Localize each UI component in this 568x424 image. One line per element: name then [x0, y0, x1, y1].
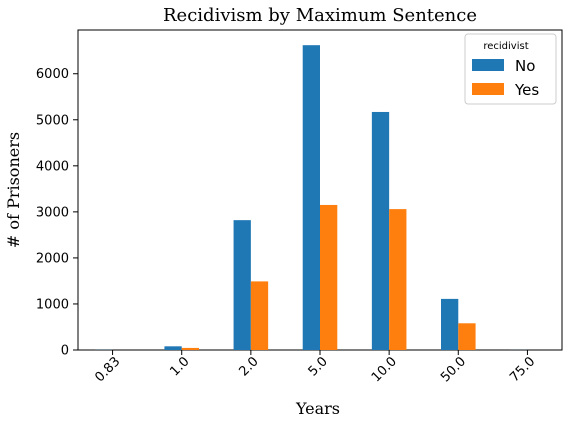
chart-title: Recidivism by Maximum Sentence	[163, 5, 477, 26]
x-axis-ticks: 0.83 1.0 2.0 5.0 10.0 50.0 75.0	[92, 350, 538, 385]
bar-no-50.0	[441, 298, 459, 350]
bar-no-1.0	[164, 346, 182, 350]
y-tick-label: 2000	[36, 251, 69, 266]
x-tick-label: 2.0	[236, 354, 261, 379]
bar-yes-1.0	[181, 347, 199, 350]
bars-group	[95, 45, 528, 351]
y-axis-ticks: 0 1000 2000 3000 4000 5000 6000	[36, 67, 78, 359]
bar-yes-50.0	[458, 323, 476, 350]
y-tick-label: 5000	[36, 113, 69, 128]
x-tick-label: 1.0	[167, 354, 192, 379]
bar-yes-10.0	[389, 209, 407, 350]
y-tick-label: 6000	[36, 67, 69, 82]
x-tick-label: 0.83	[92, 354, 123, 385]
y-tick-label: 1000	[36, 297, 69, 312]
bar-no-5.0	[302, 45, 320, 350]
legend-title: recidivist	[483, 41, 528, 52]
x-axis-label: Years	[295, 399, 340, 418]
bar-no-10.0	[371, 111, 390, 351]
plot-area: 0 1000 2000 3000 4000 5000 6000 0.83 1.0 2.0 5.0 1…	[36, 29, 563, 385]
legend: recidivist No Yes	[464, 33, 557, 105]
legend-label-no: No	[515, 57, 535, 75]
bar-no-2.0	[233, 220, 251, 350]
x-tick-label: 10.0	[369, 354, 400, 385]
x-tick-label: 5.0	[306, 354, 331, 379]
y-tick-label: 4000	[36, 159, 69, 174]
y-tick-label: 3000	[36, 205, 69, 220]
bar-yes-2.0	[250, 281, 269, 350]
y-tick-label: 0	[61, 344, 69, 359]
x-tick-label: 50.0	[438, 354, 469, 385]
legend-label-yes: Yes	[514, 81, 539, 99]
bar-yes-5.0	[320, 204, 338, 350]
y-axis-label: # of Prisoners	[4, 132, 23, 248]
x-tick-label: 75.0	[507, 354, 538, 385]
legend-swatch-no	[472, 59, 504, 71]
legend-swatch-yes	[472, 83, 504, 95]
